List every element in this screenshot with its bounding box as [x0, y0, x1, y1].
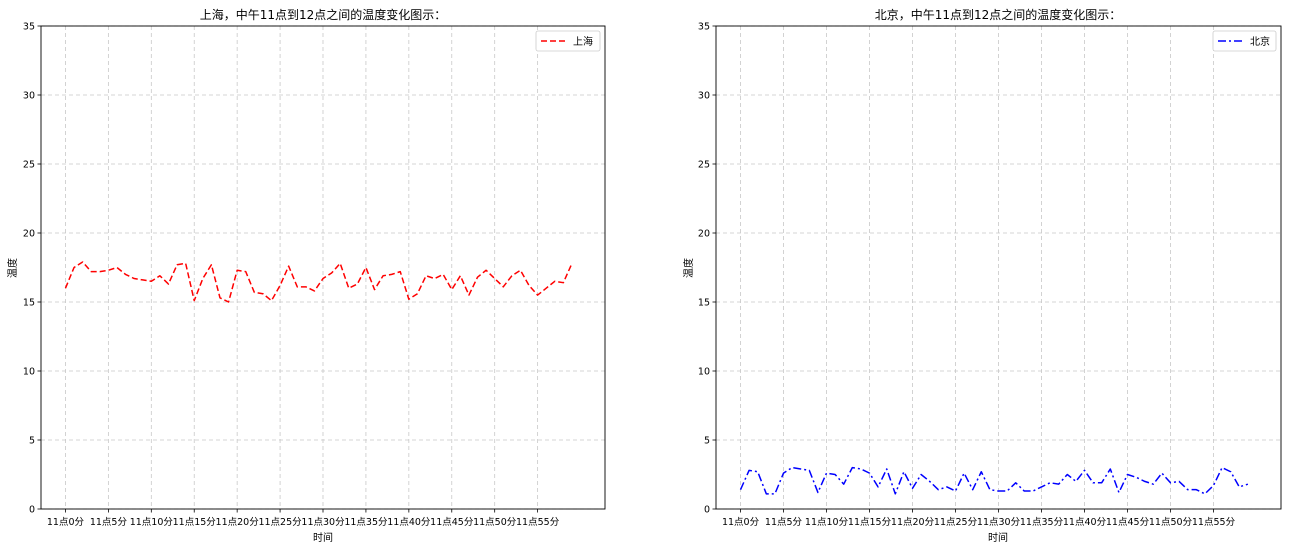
y-tick-label: 15 — [23, 298, 35, 309]
legend: 北京 — [1212, 30, 1277, 52]
y-tick-label: 5 — [704, 436, 710, 447]
x-tick-label: 11点45分 — [1106, 517, 1150, 528]
x-tick-label: 11点55分 — [516, 517, 560, 528]
x-tick-label: 11点45分 — [430, 517, 474, 528]
x-tick-label: 11点40分 — [1063, 517, 1107, 528]
chart-title: 上海，中午11点到12点之间的温度变化图示： — [200, 7, 447, 22]
x-tick-label: 11点5分 — [765, 517, 803, 528]
y-axis-label: 温度 — [6, 258, 19, 278]
y-tick-label: 25 — [698, 160, 710, 171]
legend-label-shanghai: 上海 — [573, 35, 593, 48]
y-tick-label: 15 — [698, 298, 710, 309]
y-tick-label: 30 — [698, 91, 710, 102]
legend-box — [535, 30, 601, 52]
y-tick-label: 5 — [29, 436, 35, 447]
x-tick-label: 11点0分 — [722, 517, 760, 528]
x-tick-label: 11点25分 — [258, 517, 302, 528]
x-axis-label: 时间 — [988, 531, 1008, 544]
x-tick-label: 11点40分 — [387, 517, 431, 528]
legend: 上海 — [535, 30, 601, 52]
y-tick-label: 20 — [23, 229, 35, 240]
y-tick-label: 10 — [23, 367, 35, 378]
y-tick-label: 35 — [23, 22, 35, 33]
legend-box — [1212, 30, 1277, 52]
y-tick-label: 10 — [698, 367, 710, 378]
series-line-beijing — [739, 466, 1249, 495]
y-tick-label: 0 — [704, 505, 710, 516]
y-tick-label: 25 — [23, 160, 35, 171]
x-tick-label: 11点10分 — [130, 517, 174, 528]
chart-title: 北京，中午11点到12点之间的温度变化图示： — [875, 7, 1122, 22]
x-tick-label: 11点20分 — [216, 517, 260, 528]
x-tick-label: 11点25分 — [934, 517, 978, 528]
x-tick-label: 11点15分 — [173, 517, 217, 528]
x-tick-label: 11点15分 — [848, 517, 892, 528]
x-tick-label: 11点50分 — [473, 517, 517, 528]
y-tick-label: 0 — [29, 505, 35, 516]
x-tick-label: 11点10分 — [805, 517, 849, 528]
legend-label-beijing: 北京 — [1250, 35, 1270, 48]
x-tick-label: 11点50分 — [1149, 517, 1193, 528]
x-axis-label: 时间 — [313, 531, 333, 544]
x-tick-label: 11点35分 — [1020, 517, 1064, 528]
y-tick-label: 20 — [698, 229, 710, 240]
x-tick-label: 11点35分 — [344, 517, 388, 528]
x-tick-label: 11点20分 — [891, 517, 935, 528]
x-tick-label: 11点0分 — [47, 517, 85, 528]
series-line-shanghai — [64, 261, 573, 303]
x-tick-label: 11点30分 — [301, 517, 345, 528]
y-tick-label: 30 — [23, 91, 35, 102]
x-tick-label: 11点55分 — [1192, 517, 1236, 528]
x-tick-label: 11点30分 — [977, 517, 1021, 528]
y-axis-label: 温度 — [682, 258, 695, 278]
y-tick-label: 35 — [698, 22, 710, 33]
x-tick-label: 11点5分 — [90, 517, 128, 528]
